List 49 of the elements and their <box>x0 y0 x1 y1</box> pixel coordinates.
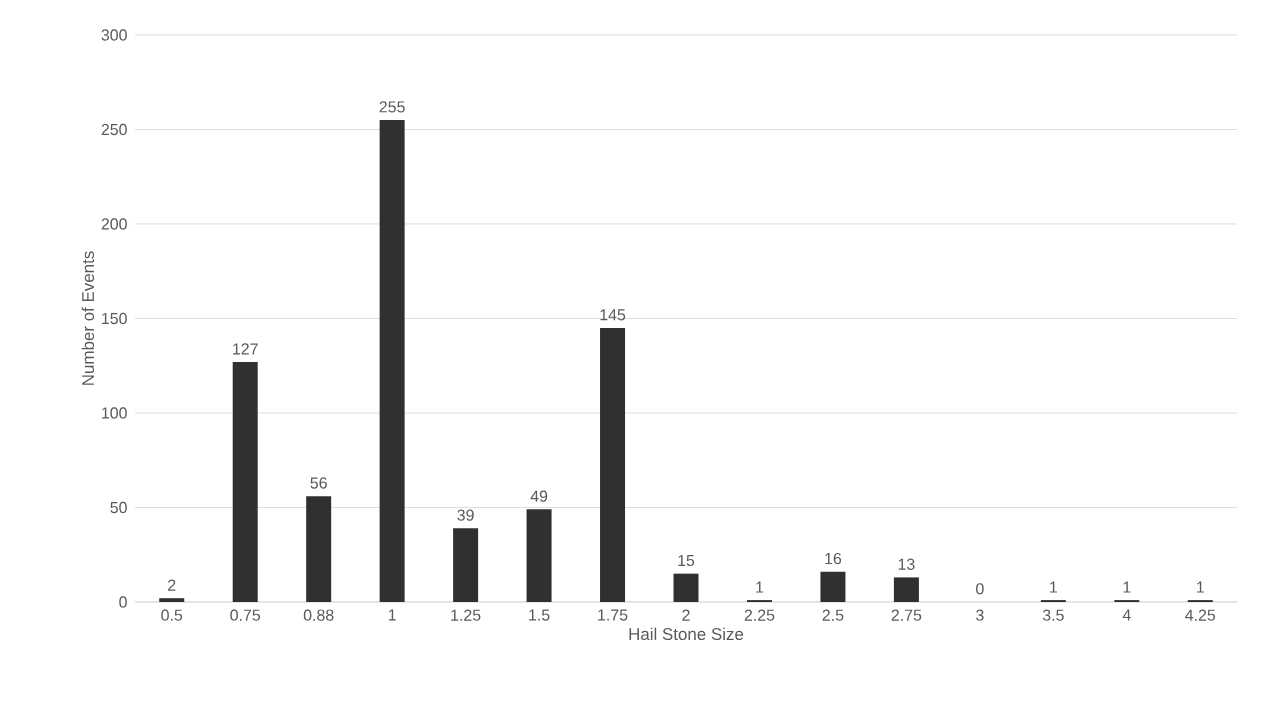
x-tick-label: 4 <box>1122 609 1131 621</box>
x-tick-label: 4.25 <box>1185 609 1216 621</box>
y-tick-label: 0 <box>119 596 127 608</box>
data-label: 1 <box>1123 581 1131 593</box>
data-label: 15 <box>678 554 695 567</box>
y-axis-title: Number of Events <box>81 251 95 385</box>
data-label: 2 <box>168 579 176 591</box>
x-tick-label: 2.75 <box>891 609 922 621</box>
data-label: 16 <box>825 552 842 565</box>
data-label: 1 <box>1197 581 1204 593</box>
bar <box>893 577 919 602</box>
data-label: 1 <box>756 581 764 593</box>
data-label: 255 <box>379 101 405 113</box>
x-tick-label: 1.25 <box>451 609 481 621</box>
data-label: 0 <box>976 583 984 595</box>
x-tick-label: 0.88 <box>303 609 334 621</box>
x-tick-label: 1.75 <box>598 609 628 621</box>
y-tick-label: 200 <box>101 218 127 230</box>
y-tick-label: 150 <box>102 312 127 325</box>
data-label: 49 <box>530 490 548 502</box>
y-tick-label: 300 <box>101 29 127 41</box>
x-tick-label: 3.5 <box>1042 609 1064 621</box>
data-label: 56 <box>310 477 327 489</box>
data-label: 145 <box>600 309 626 321</box>
bar <box>820 571 846 602</box>
bar <box>600 327 626 602</box>
data-label: 13 <box>898 558 915 570</box>
y-tick-label: 50 <box>110 501 127 514</box>
x-tick-label: 2.25 <box>744 609 775 621</box>
bar <box>306 496 332 602</box>
x-tick-label: 0.5 <box>161 609 183 621</box>
x-tick-label: 0.75 <box>230 609 261 621</box>
bar <box>453 528 479 602</box>
data-label: 39 <box>457 509 474 521</box>
bar <box>673 573 699 602</box>
bar <box>379 120 405 602</box>
y-tick-label: 100 <box>102 407 127 419</box>
data-label: 1 <box>1050 581 1057 593</box>
bar <box>159 598 185 602</box>
bar <box>232 361 258 602</box>
y-tick-label: 250 <box>101 123 127 136</box>
x-axis-title: Hail Stone Size <box>629 627 744 641</box>
data-label: 127 <box>233 343 258 355</box>
x-tick-label: 2.5 <box>822 609 844 621</box>
bar <box>526 509 552 602</box>
x-tick-label: 3 <box>976 609 984 621</box>
x-tick-label: 1.5 <box>529 609 550 621</box>
x-tick-label: 2 <box>682 609 690 621</box>
x-tick-label: 1 <box>388 609 396 621</box>
